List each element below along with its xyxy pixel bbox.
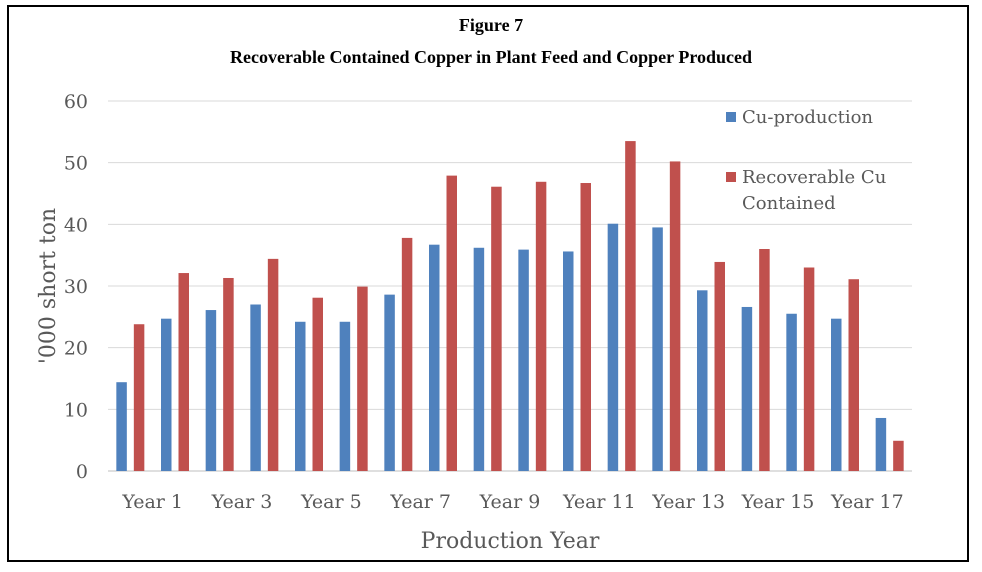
y-tick-label: 20 — [64, 338, 88, 360]
bar-recoverable-cu — [893, 440, 904, 471]
bar-cu-production — [339, 321, 351, 471]
bar-cu-production — [518, 249, 529, 471]
bar-cu-production — [741, 306, 753, 471]
bar-recoverable-cu — [178, 273, 189, 471]
bar-recoverable-cu — [848, 279, 859, 471]
bar-recoverable-cu — [312, 297, 323, 471]
bar-cu-production — [697, 290, 708, 471]
legend: Cu-production Recoverable Cu Contained — [726, 107, 886, 214]
bar-cu-production — [205, 310, 217, 471]
x-axis-ticks: Year 1 Year 3 Year 5 Year 7 Year 9 Year 11 Yea… — [121, 491, 903, 513]
y-axis-ticks: 0 10 20 30 40 50 60 — [64, 91, 88, 483]
x-tick-label: Year 5 — [300, 491, 362, 513]
bar-recoverable-cu — [491, 186, 502, 471]
x-tick-label: Year 15 — [741, 491, 815, 513]
bar-recoverable-cu — [580, 183, 591, 471]
x-tick-label: Year 7 — [389, 491, 451, 513]
bar-cu-production — [875, 417, 887, 471]
x-axis-title: Production Year — [421, 529, 600, 554]
x-tick-label: Year 11 — [562, 491, 636, 513]
bar-cu-production — [607, 223, 619, 471]
bar-recoverable-cu — [357, 286, 368, 471]
x-tick-label: Year 9 — [479, 491, 541, 513]
bar-cu-production — [831, 318, 842, 471]
bar-cu-production — [161, 318, 172, 471]
bar-recoverable-cu — [535, 181, 547, 472]
bar-cu-production — [652, 227, 663, 471]
legend-swatch — [726, 112, 736, 122]
figure-label: Figure 7 — [458, 15, 524, 35]
bar-cu-production — [786, 313, 797, 471]
bar-recoverable-cu — [133, 324, 145, 471]
bar-recoverable-cu — [714, 261, 725, 471]
bar-recoverable-cu — [759, 249, 770, 471]
bar-cu-production — [116, 382, 127, 471]
gridlines — [108, 100, 912, 472]
bar-cu-production — [429, 244, 440, 471]
x-tick-label: Year 17 — [830, 491, 904, 513]
bar-recoverable-cu — [223, 277, 234, 471]
legend-label: Contained — [742, 193, 836, 214]
bar-cu-production — [563, 251, 574, 471]
bar-recoverable-cu — [669, 161, 681, 471]
chart-title: Recoverable Contained Copper in Plant Fe… — [229, 47, 752, 67]
y-tick-label: 10 — [64, 399, 88, 421]
bars — [116, 141, 904, 472]
y-tick-label: 30 — [64, 276, 88, 298]
bar-recoverable-cu — [401, 237, 413, 471]
bar-cu-production — [384, 294, 395, 471]
y-axis-title: '000 short ton — [36, 208, 61, 364]
legend-swatch — [726, 172, 736, 182]
x-tick-label: Year 1 — [121, 491, 183, 513]
y-tick-label: 0 — [76, 461, 88, 483]
bar-recoverable-cu — [803, 267, 815, 471]
bar-cu-production — [473, 247, 485, 471]
bar-cu-production — [295, 321, 306, 471]
x-tick-label: Year 13 — [651, 491, 725, 513]
y-tick-label: 50 — [64, 153, 88, 175]
y-tick-label: 60 — [64, 91, 88, 113]
legend-label: Recoverable Cu — [742, 167, 886, 188]
y-tick-label: 40 — [64, 214, 88, 236]
legend-label: Cu-production — [742, 107, 873, 128]
bar-recoverable-cu — [267, 258, 279, 471]
bar-recoverable-cu — [446, 175, 457, 471]
bar-recoverable-cu — [625, 141, 636, 472]
bar-cu-production — [250, 304, 261, 471]
x-tick-label: Year 3 — [211, 491, 273, 513]
